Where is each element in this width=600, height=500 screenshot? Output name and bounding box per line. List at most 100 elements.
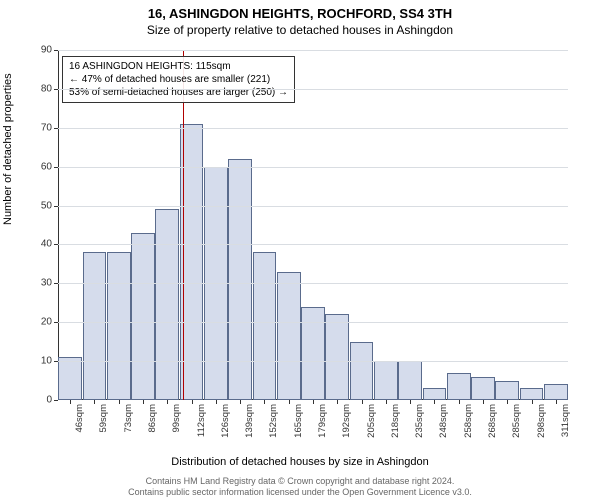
footer-line-1: Contains HM Land Registry data © Crown c… [0,476,600,487]
chart-container: 16, ASHINGDON HEIGHTS, ROCHFORD, SS4 3TH… [0,0,600,500]
plot-region: 16 ASHINGDON HEIGHTS: 115sqm← 47% of det… [58,50,568,400]
x-tick [459,400,460,404]
x-tick-label: 99sqm [171,404,182,433]
annotation-line: ← 47% of detached houses are smaller (22… [69,73,288,86]
x-tick-label: 152sqm [268,404,279,438]
y-tick [54,89,58,90]
histogram-bar [350,342,374,400]
y-tick [54,244,58,245]
x-tick [556,400,557,404]
x-tick [483,400,484,404]
x-tick [240,400,241,404]
y-tick-label: 30 [22,278,52,289]
x-tick-label: 192sqm [341,404,352,438]
x-tick-label: 165sqm [293,404,304,438]
x-tick-label: 235sqm [414,404,425,438]
x-tick-label: 258sqm [463,404,474,438]
x-tick [143,400,144,404]
x-tick-label: 179sqm [317,404,328,438]
x-tick-label: 59sqm [98,404,109,433]
grid-line [58,50,568,51]
chart-area: 16 ASHINGDON HEIGHTS: 115sqm← 47% of det… [58,50,568,400]
grid-line [58,128,568,129]
y-tick [54,361,58,362]
x-tick-label: 139sqm [244,404,255,438]
x-tick-label: 73sqm [123,404,134,433]
x-tick [313,400,314,404]
y-tick-label: 10 [22,356,52,367]
x-tick-label: 205sqm [366,404,377,438]
x-tick [507,400,508,404]
x-tick-label: 248sqm [438,404,449,438]
x-tick-label: 46sqm [74,404,85,433]
x-tick [410,400,411,404]
y-tick-label: 90 [22,45,52,56]
histogram-bar [83,252,107,400]
y-tick-label: 20 [22,317,52,328]
page-subtitle: Size of property relative to detached ho… [0,23,600,37]
y-tick-label: 60 [22,161,52,172]
x-tick [119,400,120,404]
y-tick [54,50,58,51]
histogram-bar [325,314,349,400]
histogram-bar [277,272,301,400]
grid-line [58,206,568,207]
x-tick [337,400,338,404]
histogram-bar [301,307,325,400]
x-tick-label: 298sqm [536,404,547,438]
x-tick-label: 126sqm [220,404,231,438]
x-tick [216,400,217,404]
y-tick [54,400,58,401]
y-tick-label: 50 [22,200,52,211]
y-tick-label: 40 [22,239,52,250]
footer-line-2: Contains public sector information licen… [0,487,600,498]
y-axis-label: Number of detached properties [2,73,14,225]
histogram-bar [495,381,519,400]
grid-line [58,167,568,168]
y-tick-label: 0 [22,395,52,406]
histogram-bar [471,377,495,400]
x-axis-label: Distribution of detached houses by size … [0,456,600,468]
x-tick [94,400,95,404]
y-tick [54,167,58,168]
histogram-bar [228,159,252,400]
x-tick [167,400,168,404]
x-tick [289,400,290,404]
histogram-bar [253,252,277,400]
annotation-box: 16 ASHINGDON HEIGHTS: 115sqm← 47% of det… [62,56,295,103]
histogram-bar [423,388,447,400]
grid-line [58,244,568,245]
x-tick-label: 311sqm [560,404,571,437]
histogram-bar [374,361,398,400]
histogram-bar [447,373,471,400]
x-tick-label: 112sqm [196,404,207,437]
x-tick [70,400,71,404]
grid-line [58,322,568,323]
y-tick-label: 80 [22,83,52,94]
x-tick [192,400,193,404]
x-tick [434,400,435,404]
annotation-line: 16 ASHINGDON HEIGHTS: 115sqm [69,60,288,73]
histogram-bar [58,357,82,400]
histogram-bar [131,233,155,400]
x-tick-label: 218sqm [390,404,401,438]
histogram-bar [544,384,568,400]
x-tick [532,400,533,404]
histogram-bar [155,209,179,400]
y-tick [54,128,58,129]
x-tick [362,400,363,404]
histogram-bar [107,252,131,400]
y-tick [54,283,58,284]
grid-line [58,361,568,362]
grid-line [58,283,568,284]
x-tick-label: 285sqm [511,404,522,438]
grid-line [58,89,568,90]
y-tick [54,322,58,323]
y-tick-label: 70 [22,122,52,133]
x-tick [264,400,265,404]
y-tick [54,206,58,207]
x-tick [386,400,387,404]
histogram-bar [520,388,544,400]
x-tick-label: 268sqm [487,404,498,438]
title-block: 16, ASHINGDON HEIGHTS, ROCHFORD, SS4 3TH… [0,0,600,37]
